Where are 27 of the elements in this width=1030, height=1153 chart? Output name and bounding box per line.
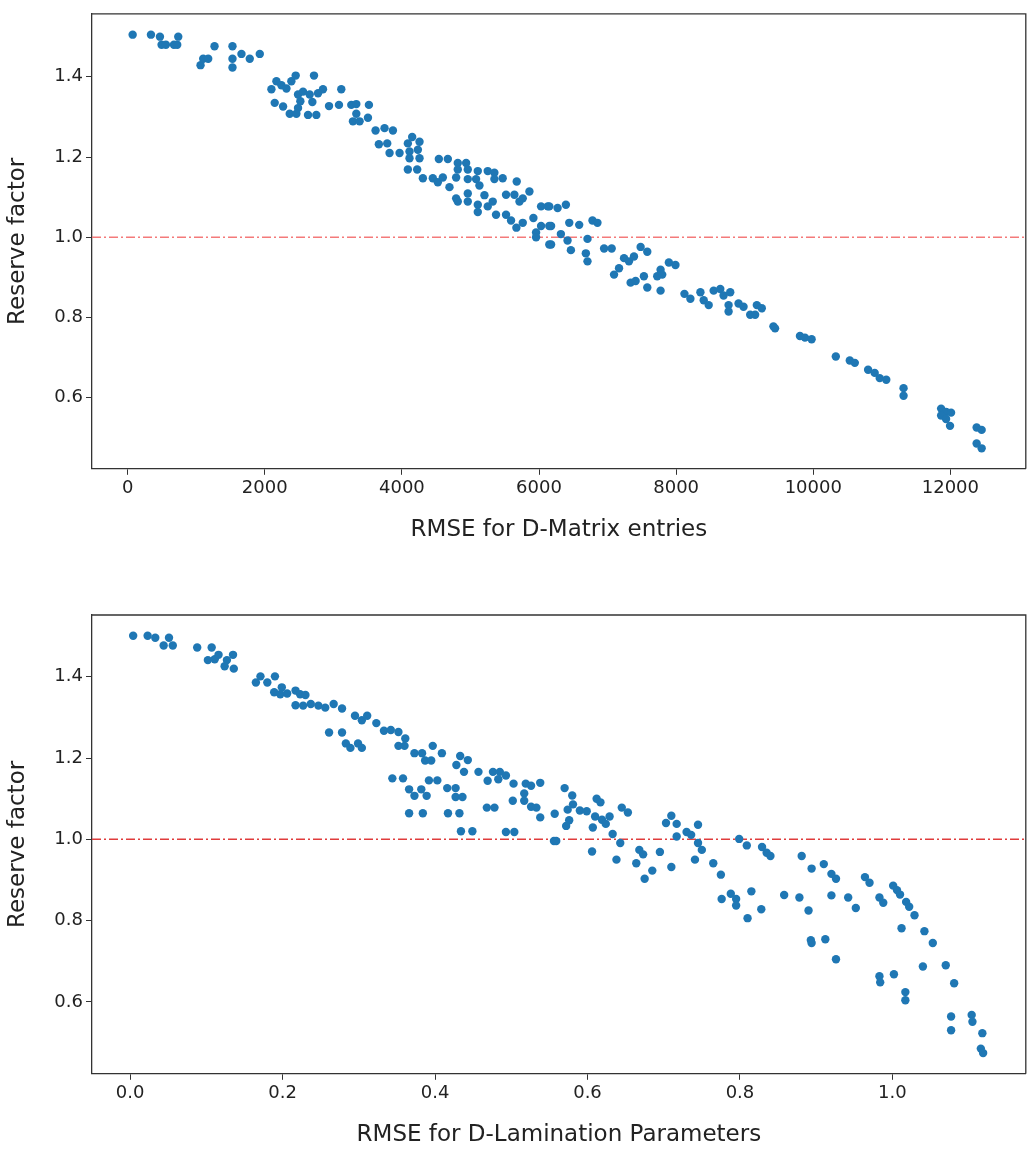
x-tick-label: 4000: [378, 476, 425, 498]
x-tick-label: 10000: [784, 476, 842, 498]
y-axis-title: Reserve factor: [2, 760, 29, 928]
x-tick-label: 12000: [921, 476, 980, 498]
x-tick-label: 0.4: [420, 1081, 450, 1103]
y-tick-label: 0.8: [54, 305, 83, 327]
x-tick-label: 0: [121, 476, 134, 498]
x-tick-label: 6000: [516, 476, 562, 498]
y-tick-label: 1.2: [54, 144, 83, 166]
y-tick-label: 0.8: [54, 908, 83, 930]
x-tick-label: 2000: [241, 476, 288, 498]
x-tick-label: 0.0: [115, 1081, 145, 1103]
x-tick-label: 1.0: [878, 1081, 907, 1103]
y-tick-label: 1.0: [54, 826, 83, 848]
y-tick-label: 1.2: [54, 745, 83, 767]
x-axis-title: RMSE for D-Lamination Parameters: [356, 1120, 762, 1147]
x-axis-title: RMSE for D-Matrix entries: [410, 515, 708, 542]
y-axis-title: Reserve factor: [2, 157, 29, 325]
y-tick-label: 1.4: [54, 664, 83, 686]
y-tick-label: 0.6: [54, 385, 83, 407]
x-tick-label: 0.8: [725, 1081, 755, 1103]
x-tick-label: 8000: [653, 476, 700, 498]
x-tick-label: 0.2: [268, 1081, 297, 1103]
x-tick-label: 0.6: [573, 1081, 602, 1103]
y-tick-label: 1.4: [54, 64, 83, 86]
y-tick-label: 1.0: [54, 224, 83, 246]
y-tick-label: 0.6: [54, 989, 83, 1011]
